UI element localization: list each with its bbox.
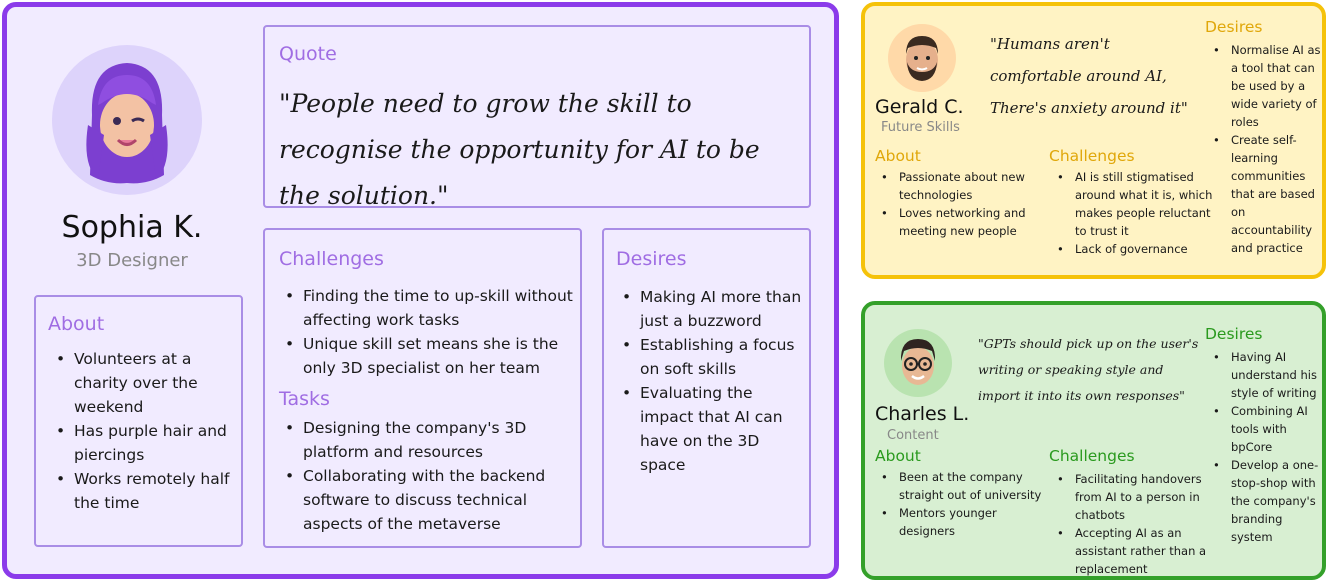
list-item: Has purple hair and piercings [50, 419, 236, 467]
list-item: Volunteers at a charity over the weekend [50, 347, 236, 419]
sophia-challenges-list: Finding the time to up-skill without aff… [279, 284, 579, 380]
sophia-challenges-box: Challenges Finding the time to up-skill … [263, 228, 582, 548]
gerald-desires-list: Normalise AI as a tool that can be used … [1207, 41, 1322, 257]
sophia-desires-title: Desires [616, 248, 687, 270]
charles-avatar [884, 329, 952, 397]
list-item: Create self-learning communities that ar… [1207, 131, 1322, 257]
charles-quote-text: "GPTs should pick up on the user's writi… [978, 336, 1199, 403]
charles-about-title: About [875, 447, 921, 465]
list-item: Been at the company straight out of univ… [875, 468, 1050, 504]
sophia-quote-text: "People need to grow the skill to recogn… [279, 89, 760, 210]
list-item: Passionate about new technologies [875, 168, 1045, 204]
list-item: Lack of governance [1051, 240, 1213, 258]
gerald-role: Future Skills [881, 120, 960, 135]
persona-card-gerald: Gerald C. Future Skills "Humans aren't c… [861, 2, 1326, 279]
sophia-avatar [52, 45, 202, 195]
charles-name: Charles L. [875, 403, 970, 425]
sophia-quote-box: Quote "People need to grow the skill to … [263, 25, 811, 210]
list-item: Finding the time to up-skill without aff… [279, 284, 579, 332]
list-item: AI is still stigmatised around what it i… [1051, 168, 1213, 240]
gerald-name: Gerald C. [875, 96, 964, 118]
gerald-desires-title: Desires [1205, 18, 1263, 36]
sophia-role: 3D Designer [76, 250, 188, 271]
bearded-man-memoji-icon [906, 36, 938, 81]
list-item: Works remotely half the time [50, 467, 236, 515]
list-item: Mentors younger designers [875, 504, 1050, 540]
list-item: Accepting AI as an assistant rather than… [1051, 524, 1216, 578]
list-item: Designing the company's 3D platform and … [279, 416, 579, 464]
list-item: Unique skill set means she is the only 3… [279, 332, 579, 380]
sophia-about-box: About Volunteers at a charity over the w… [34, 295, 243, 547]
list-item: Normalise AI as a tool that can be used … [1207, 41, 1322, 131]
list-item: Loves networking and meeting new people [875, 204, 1045, 240]
charles-desires-title: Desires [1205, 325, 1263, 343]
charles-desires-list: Having AI understand his style of writin… [1207, 348, 1325, 546]
gerald-avatar [888, 24, 956, 92]
gerald-about-title: About [875, 147, 921, 165]
sophia-about-list: Volunteers at a charity over the weekend… [50, 347, 236, 515]
glasses-man-memoji-icon [900, 339, 936, 385]
sophia-tasks-title: Tasks [279, 388, 330, 410]
gerald-challenges-title: Challenges [1049, 147, 1135, 165]
persona-card-sophia: Sophia K. 3D Designer About Volunteers a… [2, 2, 839, 579]
charles-role: Content [887, 428, 939, 443]
charles-challenges-title: Challenges [1049, 447, 1135, 465]
charles-challenges-list: Facilitating handovers from AI to a pers… [1051, 470, 1216, 578]
gerald-about-list: Passionate about new technologies Loves … [875, 168, 1045, 240]
purple-hair-memoji-icon [86, 63, 168, 184]
sophia-tasks-list: Designing the company's 3D platform and … [279, 416, 579, 536]
sophia-quote-title: Quote [279, 43, 337, 65]
sophia-about-title: About [48, 313, 105, 335]
list-item: Collaborating with the backend software … [279, 464, 579, 536]
sophia-desires-list: Making AI more than just a buzzword Esta… [616, 285, 806, 477]
list-item: Facilitating handovers from AI to a pers… [1051, 470, 1216, 524]
charles-about-list: Been at the company straight out of univ… [875, 468, 1050, 540]
list-item: Establishing a focus on soft skills [616, 333, 806, 381]
gerald-quote-text: "Humans aren't comfortable around AI, Th… [990, 35, 1188, 117]
persona-card-charles: Charles L. Content "GPTs should pick up … [861, 301, 1326, 580]
list-item: Evaluating the impact that AI can have o… [616, 381, 806, 477]
sophia-desires-box: Desires Making AI more than just a buzzw… [602, 228, 811, 548]
sophia-challenges-title: Challenges [279, 248, 384, 270]
list-item: Develop a one-stop-shop with the company… [1207, 456, 1325, 546]
list-item: Combining AI tools with bpCore [1207, 402, 1325, 456]
list-item: Making AI more than just a buzzword [616, 285, 806, 333]
list-item: Having AI understand his style of writin… [1207, 348, 1325, 402]
sophia-name: Sophia K. [61, 210, 203, 245]
gerald-challenges-list: AI is still stigmatised around what it i… [1051, 168, 1213, 258]
